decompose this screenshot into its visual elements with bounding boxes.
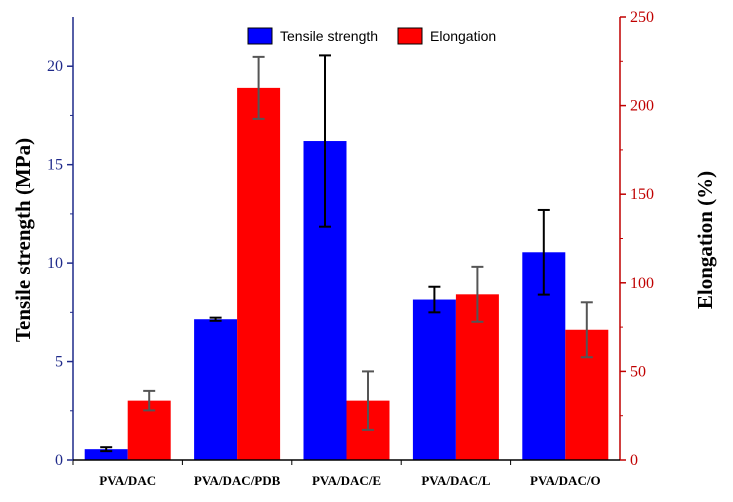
y-right-tick-label-2: 100 (630, 275, 654, 292)
bar-tensile-0 (84, 449, 128, 460)
bars-layer (84, 87, 609, 461)
y-left-tick-label-1: 5 (55, 354, 63, 371)
legend: Tensile strength Elongation (247, 27, 496, 45)
bar-tensile-3 (412, 299, 456, 460)
ticks-layer: PVA/DAC PVA/DAC/PDB PVA/DAC/E PVA/DAC/L PVA/… (47, 9, 654, 488)
y-right-tick-label-4: 200 (630, 98, 654, 115)
y-axis-left-title: Tensile strength (MPa) (11, 138, 35, 342)
y-right-tick-label-1: 50 (630, 363, 646, 380)
legend-label-tensile: Tensile strength (280, 28, 378, 44)
y-right-tick-label-3: 150 (630, 186, 654, 203)
bar-tensile-1 (194, 319, 238, 460)
y-left-tick-label-2: 10 (47, 255, 63, 272)
legend-label-elongation: Elongation (430, 28, 496, 44)
y-left-tick-label-4: 20 (47, 58, 63, 75)
x-tick-label-1: PVA/DAC/PDB (194, 473, 281, 488)
y-left-tick-label-3: 15 (47, 157, 63, 174)
bar-elongation-1 (237, 87, 281, 460)
y-axis-right-title: Elongation (%) (693, 171, 717, 309)
y-left-tick-label-0: 0 (55, 452, 63, 469)
x-tick-label-4: PVA/DAC/O (530, 473, 601, 488)
legend-swatch-tensile (247, 27, 273, 45)
legend-swatch-elongation (397, 27, 423, 45)
x-tick-label-3: PVA/DAC/L (421, 473, 490, 488)
x-tick-label-2: PVA/DAC/E (312, 473, 381, 488)
y-right-tick-label-0: 0 (630, 452, 638, 469)
x-tick-label-0: PVA/DAC (99, 473, 156, 488)
error-bars-layer (100, 54, 593, 453)
y-right-tick-label-5: 250 (630, 9, 654, 26)
